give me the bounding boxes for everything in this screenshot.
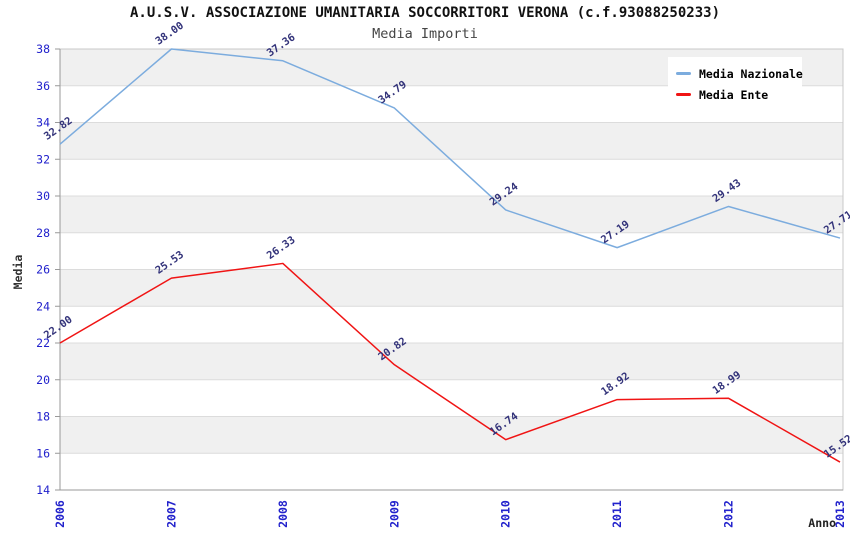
y-tick-label: 22: [36, 336, 50, 350]
plot-band: [60, 122, 843, 160]
plot-band: [60, 159, 843, 196]
y-tick-label: 24: [36, 299, 50, 313]
x-tick-label: 2013: [833, 500, 847, 528]
x-tick-label: 2012: [722, 500, 736, 528]
series-line-media-ente: [59, 262, 841, 463]
legend: Media Nazionale Media Ente: [668, 57, 803, 111]
x-tick-label: 2010: [499, 500, 513, 528]
plot-band: [60, 343, 843, 380]
plot-band: [60, 453, 843, 490]
y-tick-label: 30: [36, 189, 50, 203]
y-tick-label: 36: [36, 79, 50, 93]
legend-swatch-red-icon: [676, 93, 691, 96]
legend-swatch-blue-icon: [676, 72, 691, 75]
y-tick-label: 18: [36, 410, 50, 424]
y-tick-label: 34: [36, 116, 50, 130]
legend-item-media-ente: Media Ente: [676, 84, 800, 105]
plot-band: [60, 232, 843, 270]
plot-band: [60, 269, 843, 307]
plot-band: [60, 416, 843, 454]
y-tick-label: 26: [36, 263, 50, 277]
legend-label-media-nazionale: Media Nazionale: [699, 66, 803, 81]
legend-label-media-ente: Media Ente: [699, 87, 769, 102]
x-tick-label: 2007: [164, 500, 178, 528]
chart-title: A.U.S.V. ASSOCIAZIONE UMANITARIA SOCCORR…: [129, 5, 720, 21]
legend-item-media-nazionale: Media Nazionale: [676, 63, 803, 84]
x-axis-title: Anno: [808, 516, 836, 530]
x-tick-label: 2008: [276, 500, 290, 528]
plot-band: [60, 306, 843, 343]
y-tick-label: 14: [36, 483, 50, 497]
y-tick-label: 16: [36, 446, 50, 460]
y-tick-label: 32: [36, 152, 50, 166]
series-line-media-nazionale: [59, 48, 841, 249]
y-axis-title: Media: [11, 255, 25, 290]
y-tick-label: 20: [36, 373, 50, 387]
x-tick-label: 2009: [387, 500, 401, 528]
plot-band: [60, 196, 843, 233]
x-tick-label: 2011: [610, 500, 624, 528]
x-tick-label: 2006: [53, 500, 67, 528]
y-tick-label: 38: [36, 42, 50, 56]
chart-subtitle: Media Importi: [372, 26, 478, 42]
y-tick-label: 28: [36, 226, 50, 240]
